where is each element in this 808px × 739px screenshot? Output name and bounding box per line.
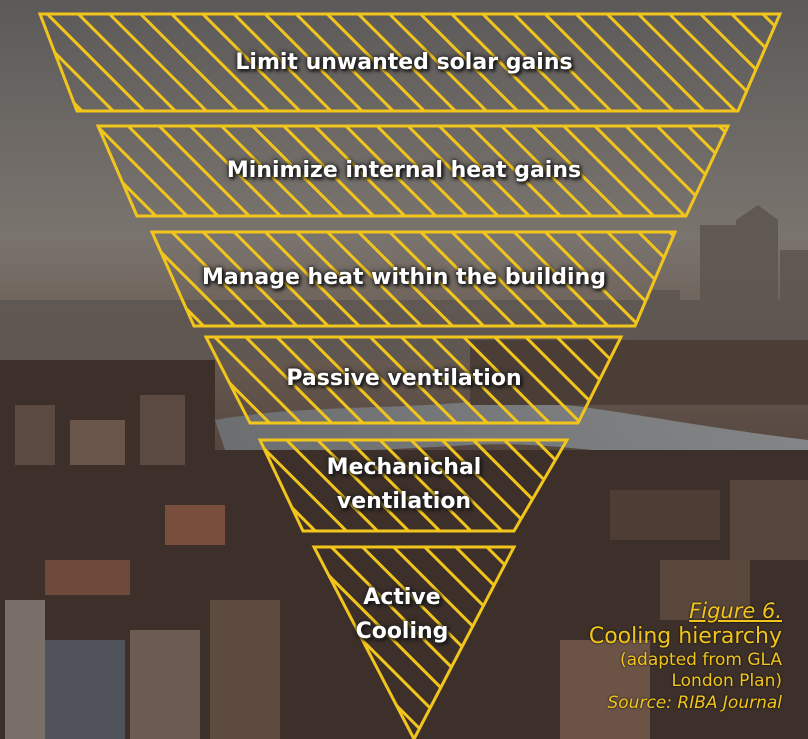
tier-2-shape <box>95 124 731 218</box>
figure-note-line-1: (adapted from GLA <box>620 650 782 670</box>
tier-3-label: Manage heat within the building <box>201 265 607 290</box>
tier-5-label: Mechanichal ventilation <box>326 455 482 514</box>
tier-2-label: Minimize internal heat gains <box>226 158 582 183</box>
figure-number: Figure 6. <box>689 599 782 623</box>
tier-1-label: Limit unwanted solar gains <box>235 50 573 75</box>
tier-6-shape <box>311 545 517 739</box>
tier-4-label: Passive ventilation <box>286 366 522 391</box>
tier-6-label: Active Cooling <box>355 585 449 644</box>
figure-source: Source: RIBA Journal <box>607 693 782 713</box>
buildings <box>5 395 808 739</box>
tier-1-shape <box>37 12 783 113</box>
figure-note-line-2: London Plan) <box>671 671 782 691</box>
tier-5-shape <box>257 438 570 533</box>
figure-caption: Figure 6. Cooling hierarchy (adapted fro… <box>482 598 782 714</box>
figure-title: Cooling hierarchy <box>588 624 782 649</box>
tier-3-shape <box>149 230 678 328</box>
tier-4-shape <box>203 335 624 425</box>
